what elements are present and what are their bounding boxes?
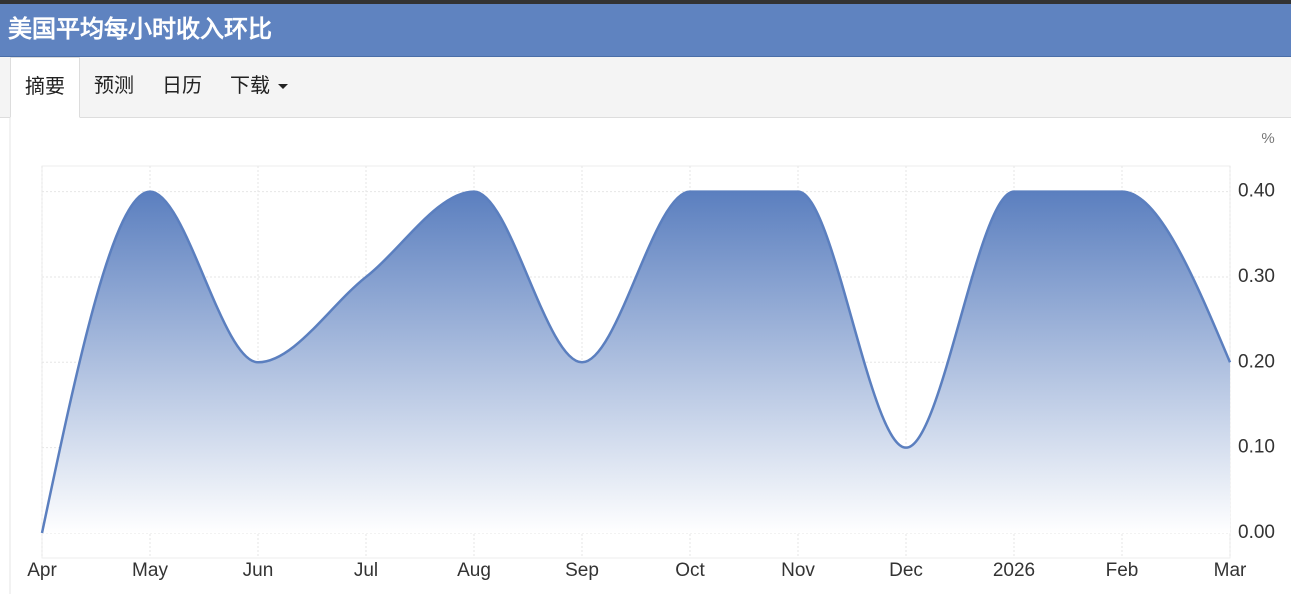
tab[interactable]: 摘要 xyxy=(10,57,80,118)
y-tick-label: 0.10 xyxy=(1238,437,1275,458)
tab-label: 下载 xyxy=(230,75,270,97)
unit-label: % xyxy=(1261,130,1274,147)
y-tick-label: 0.40 xyxy=(1238,181,1275,202)
x-tick-label: Dec xyxy=(889,560,923,581)
tab[interactable]: 下载 xyxy=(216,57,302,117)
x-tick-label: Mar xyxy=(1214,560,1247,581)
top-strip xyxy=(0,0,1291,4)
x-tick-label: Jun xyxy=(243,560,274,581)
y-tick-label: 0.20 xyxy=(1238,351,1275,372)
header: 美国平均每小时收入环比 xyxy=(0,4,1291,57)
x-tick-label: Feb xyxy=(1106,560,1139,581)
area xyxy=(42,191,1230,533)
dropdown-caret xyxy=(278,84,288,90)
x-tick-label: 2026 xyxy=(993,560,1035,581)
x-tick-label: Nov xyxy=(781,560,815,581)
y-tick-label: 0.30 xyxy=(1238,266,1275,287)
tab-bar: 摘要 预测 日历 下载 xyxy=(0,57,1291,118)
tab[interactable]: 日历 xyxy=(162,75,202,97)
x-tick-label: Oct xyxy=(675,560,705,581)
x-tick-label: Aug xyxy=(457,560,491,581)
chart: % 0.00 0.10 0.20 0.30 0.40 Apr May Jun Jul Aug Sep… xyxy=(9,118,1275,594)
header-title: 美国平均每小时收入环比 xyxy=(8,16,272,43)
tab[interactable]: 预测 xyxy=(94,75,134,97)
x-tick-label: May xyxy=(132,560,168,581)
x-tick-label: Sep xyxy=(565,560,599,581)
x-tick-label: Apr xyxy=(27,560,57,581)
x-tick-label: Jul xyxy=(354,560,378,581)
line xyxy=(40,190,1232,534)
y-tick-label: 0.00 xyxy=(1238,522,1275,543)
